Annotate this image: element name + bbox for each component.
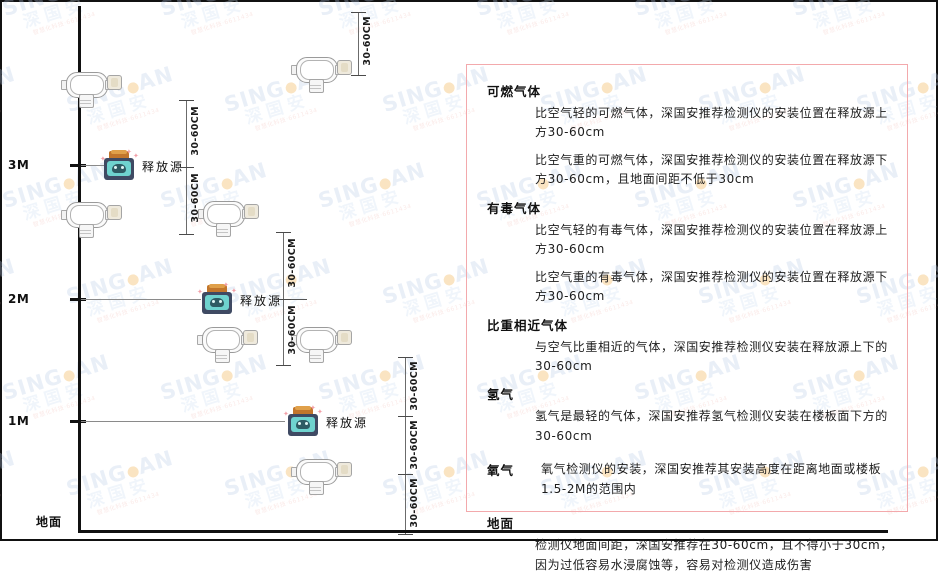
panel-section-paragraph: 氢气是最轻的气体，深国安推荐氢气检测仪安装在楼板面下方的30-60cm: [535, 409, 888, 443]
dimension-label: 30-60CM: [362, 16, 373, 66]
level-line-3m: [81, 165, 115, 166]
panel-section-heading: 地面: [487, 516, 515, 532]
panel-section: 氢气: [481, 384, 893, 403]
panel-section-paragraph: 比空气重的可燃气体，深国安推荐检测仪的安装位置在释放源下方30-60cm，且地面…: [535, 152, 888, 187]
source-lead-2m: [285, 299, 307, 300]
panel-section-heading: 可燃气体: [487, 84, 542, 99]
panel-section-paragraph: 比空气重的有毒气体，深国安推荐检测仪的安装位置在释放源下方30-60cm: [535, 269, 888, 304]
panel-section-paragraph: 比空气轻的有毒气体，深国安推荐检测仪的安装位置在释放源上方30-60cm: [535, 222, 888, 257]
panel-section: 地面: [481, 513, 893, 532]
panel-section-heading: 比重相近气体: [487, 317, 569, 333]
release-source-label-1m: 释放源: [326, 416, 369, 430]
panel-section-paragraph: 比空气轻的可燃气体，深国安推荐检测仪的安装位置在释放源上方30-60cm: [535, 106, 888, 140]
panel-section-paragraph: 氧气检测仪的安装，深国安推荐其安装高度在距离地面或楼板1.5-2M的范围内: [541, 462, 882, 496]
panel-section: 氧气 氧气检测仪的安装，深国安推荐其安装高度在距离地面或楼板1.5-2M的范围内: [481, 454, 893, 507]
gas-detector-icon: [60, 198, 122, 238]
level-label-2m: 2M: [8, 292, 30, 306]
panel-section: 有毒气体: [481, 198, 893, 217]
level-label-1m: 1M: [8, 414, 30, 428]
dimension-label: 30-60CM: [409, 478, 420, 528]
diagram-frame: [0, 0, 938, 541]
level-line-1m: [81, 421, 285, 422]
panel-section-heading: 氧气: [487, 463, 515, 479]
dimension-label: 30-60CM: [190, 106, 201, 156]
level-tick-2m: [70, 298, 86, 301]
ground-axis: [78, 530, 888, 533]
recommendation-panel: 可燃气体比空气轻的可燃气体，深国安推荐检测仪的安装位置在释放源上方30-60cm…: [466, 64, 908, 572]
installation-diagram: 3M 2M 1M 地面 ✦ ✦ ✦ 释放源 ✦ ✦ ✦ 释放源 ✦ ✦ ✦ 释放…: [0, 0, 888, 541]
level-tick-3m: [70, 164, 86, 167]
release-source-label-2m: 释放源: [240, 294, 283, 308]
level-tick-1m: [70, 420, 86, 423]
ground-label: 地面: [36, 515, 63, 529]
dimension-label: 30-60CM: [409, 361, 420, 411]
dimension-label: 30-60CM: [190, 173, 201, 223]
panel-section: 可燃气体: [481, 81, 893, 100]
dimension-label: 30-60CM: [409, 420, 420, 470]
level-line-2m: [81, 299, 201, 300]
release-source-label-3m: 释放源: [142, 160, 185, 174]
vertical-axis: [78, 6, 81, 530]
level-label-3m: 3M: [8, 158, 30, 172]
dimension-label: 30-60CM: [287, 238, 298, 288]
release-source-icon-3m: ✦ ✦ ✦: [100, 149, 139, 180]
panel-section-paragraph: 检测仪地面间距，深国安推荐在30-60cm，且不得小于30cm，因为过低容易水浸…: [535, 538, 893, 572]
gas-detector-icon: [60, 68, 122, 108]
gas-detector-icon: [290, 323, 352, 363]
gas-detector-icon: [197, 197, 259, 237]
dimension-label: 30-60CM: [287, 305, 298, 355]
panel-section-paragraph: 与空气比重相近的气体，深国安推荐检测仪安装在释放源上下的30-60cm: [535, 339, 888, 373]
gas-detector-icon: [196, 323, 258, 363]
gas-detector-icon: [290, 455, 352, 495]
panel-section-heading: 有毒气体: [487, 200, 542, 216]
gas-detector-icon: [290, 53, 352, 93]
panel-section: 比重相近气体: [481, 315, 893, 334]
panel-section-heading: 氢气: [487, 387, 515, 403]
release-source-icon-2m: ✦ ✦ ✦: [197, 282, 237, 314]
release-source-icon-1m: ✦ ✦ ✦: [283, 405, 323, 436]
